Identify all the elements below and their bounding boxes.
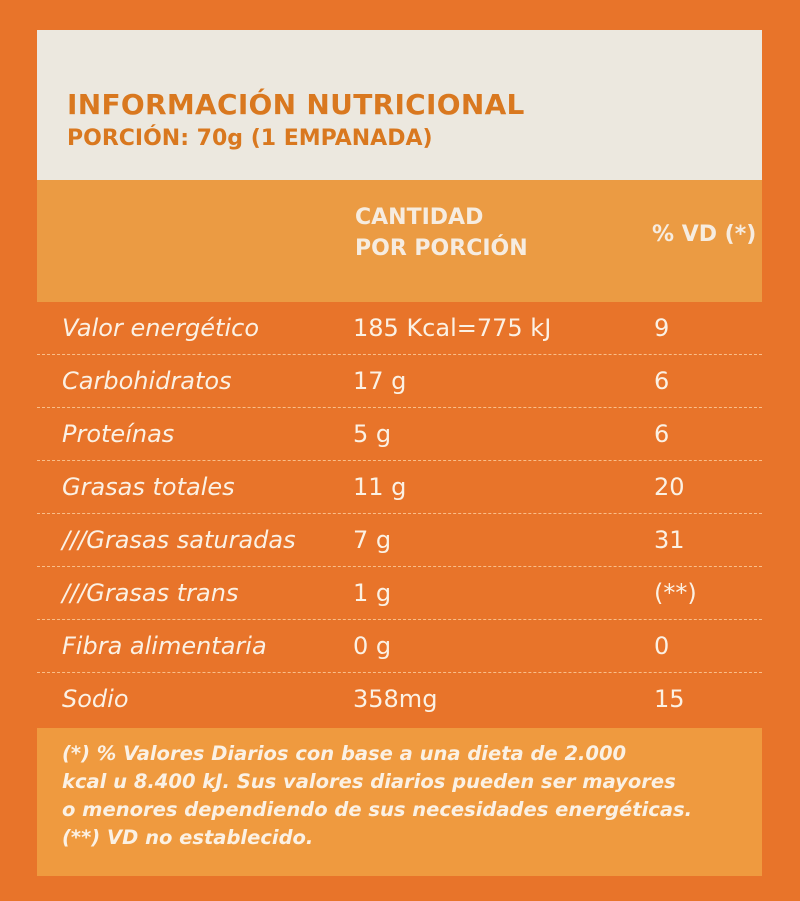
nutrient-name: Fibra alimentaria	[62, 632, 267, 660]
nutrient-daily-value: 6	[654, 367, 670, 395]
table-row: Grasas totales 11 g 20	[37, 461, 762, 514]
footnote-box: (*) % Valores Diarios con base a una die…	[37, 728, 762, 876]
amount-column-header: CANTIDAD POR PORCIÓN	[355, 202, 615, 264]
nutrient-name: Proteínas	[62, 420, 175, 448]
nutrient-amount: 17 g	[353, 367, 407, 395]
daily-value-column-header: % VD (*)	[652, 222, 757, 247]
nutrient-name: Valor energético	[62, 314, 260, 342]
table-row: Sodio 358mg 15	[37, 673, 762, 725]
nutrient-amount: 0 g	[353, 632, 392, 660]
nutrient-name: Sodio	[62, 685, 129, 713]
nutrient-amount: 11 g	[353, 473, 407, 501]
nutrient-table: Valor energético 185 Kcal=775 kJ 9 Carbo…	[37, 302, 762, 725]
nutrient-daily-value: 6	[654, 420, 670, 448]
nutrient-daily-value: 15	[654, 685, 685, 713]
nutrient-daily-value: (**)	[654, 579, 697, 607]
nutrient-amount: 358mg	[353, 685, 438, 713]
amount-header-line2: POR PORCIÓN	[355, 236, 528, 261]
nutrient-amount: 7 g	[353, 526, 392, 554]
label-title: INFORMACIÓN NUTRICIONAL	[67, 88, 525, 121]
nutrient-name: ///Grasas trans	[62, 579, 239, 607]
table-row: ///Grasas trans 1 g (**)	[37, 567, 762, 620]
footnote-line: kcal u 8.400 kJ. Sus valores diarios pue…	[62, 770, 676, 793]
nutrient-name: Carbohidratos	[62, 367, 232, 395]
nutrient-daily-value: 31	[654, 526, 685, 554]
table-row: Valor energético 185 Kcal=775 kJ 9	[37, 302, 762, 355]
footnote-text: (*) % Valores Diarios con base a una die…	[62, 740, 752, 852]
table-row: Carbohidratos 17 g 6	[37, 355, 762, 408]
nutrient-daily-value: 20	[654, 473, 685, 501]
nutrient-name: ///Grasas saturadas	[62, 526, 296, 554]
table-row: ///Grasas saturadas 7 g 31	[37, 514, 762, 567]
nutrient-amount: 1 g	[353, 579, 392, 607]
nutrient-name: Grasas totales	[62, 473, 235, 501]
title-box: INFORMACIÓN NUTRICIONAL PORCIÓN: 70g (1 …	[37, 30, 762, 180]
amount-header-line1: CANTIDAD	[355, 205, 484, 230]
nutrient-amount: 185 Kcal=775 kJ	[353, 314, 552, 342]
footnote-line: (*) % Valores Diarios con base a una die…	[62, 742, 627, 765]
nutrient-amount: 5 g	[353, 420, 392, 448]
nutrient-daily-value: 9	[654, 314, 670, 342]
nutrient-daily-value: 0	[654, 632, 670, 660]
table-row: Fibra alimentaria 0 g 0	[37, 620, 762, 673]
footnote-line: (**) VD no establecido.	[62, 826, 314, 849]
table-row: Proteínas 5 g 6	[37, 408, 762, 461]
serving-size: PORCIÓN: 70g (1 EMPANADA)	[67, 126, 433, 151]
column-header-band: CANTIDAD POR PORCIÓN % VD (*)	[37, 180, 762, 302]
footnote-line: o menores dependiendo de sus necesidades…	[62, 798, 692, 821]
nutrition-label: INFORMACIÓN NUTRICIONAL PORCIÓN: 70g (1 …	[37, 30, 762, 901]
